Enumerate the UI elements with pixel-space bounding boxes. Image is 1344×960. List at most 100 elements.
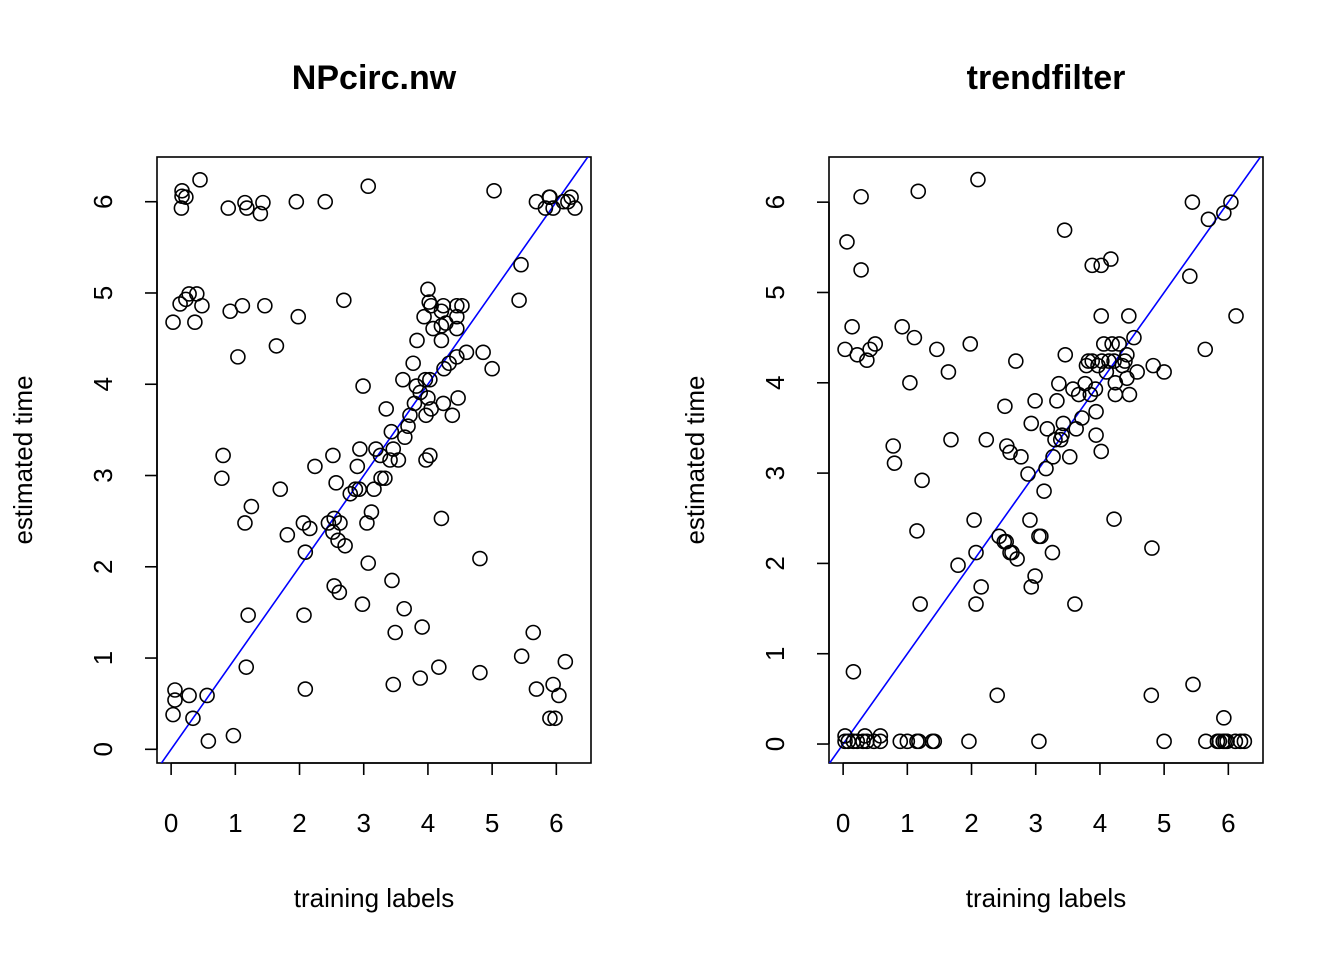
y-axis-label: estimated time bbox=[8, 375, 38, 544]
scatter-point bbox=[422, 447, 438, 464]
scatter-point bbox=[1049, 393, 1065, 409]
scatter-point bbox=[252, 205, 269, 222]
chart-title: NPcirc.nw bbox=[292, 59, 457, 97]
scatter-point bbox=[872, 728, 889, 744]
scatter-point bbox=[899, 733, 916, 750]
scatter-point bbox=[892, 733, 909, 750]
scatter-point bbox=[385, 676, 402, 693]
y-tick-label: 2 bbox=[88, 560, 118, 574]
scatter-point bbox=[563, 189, 579, 205]
scatter-point bbox=[1055, 415, 1072, 432]
scatter-point bbox=[387, 624, 403, 641]
scatter-point bbox=[1039, 421, 1056, 437]
scatter-point bbox=[167, 692, 183, 708]
scatter-point bbox=[475, 344, 491, 361]
scatter-point bbox=[449, 320, 465, 337]
scatter-point bbox=[173, 200, 190, 216]
scatter-point bbox=[950, 557, 966, 574]
scatter-point bbox=[397, 429, 413, 445]
scatter-point bbox=[1095, 336, 1112, 352]
scatter-point bbox=[1200, 211, 1217, 228]
scatter-point bbox=[390, 452, 407, 468]
y-tick-label: 0 bbox=[760, 737, 790, 751]
scatter-point bbox=[973, 579, 989, 595]
scatter-point bbox=[862, 341, 878, 358]
scatter-point bbox=[1101, 353, 1117, 369]
scatter-point bbox=[1156, 733, 1172, 750]
scatter-point bbox=[288, 193, 305, 210]
scatter-point bbox=[238, 659, 255, 675]
scatter-point bbox=[438, 315, 454, 331]
scatter-point bbox=[331, 584, 348, 601]
y-tick-label: 4 bbox=[88, 377, 118, 391]
scatter-point bbox=[1106, 353, 1122, 369]
y-tick-label: 3 bbox=[88, 468, 118, 482]
scatter-point bbox=[187, 314, 203, 330]
scatter-point bbox=[1013, 449, 1029, 465]
scatter-point bbox=[317, 193, 334, 210]
scatter-point bbox=[1223, 194, 1239, 210]
scatter-point bbox=[849, 346, 866, 363]
scatter-point bbox=[1067, 596, 1083, 612]
scatter-point bbox=[225, 727, 242, 744]
scatter-point bbox=[839, 234, 855, 250]
scatter-point bbox=[418, 452, 434, 468]
scatter-point bbox=[486, 182, 502, 199]
scatter-point bbox=[1022, 512, 1038, 528]
scatter-point bbox=[1121, 308, 1137, 324]
scatter-point bbox=[1054, 427, 1070, 443]
scatter-point bbox=[943, 431, 959, 448]
scatter-point bbox=[272, 481, 289, 498]
scatter-point bbox=[279, 527, 296, 543]
scatter-point bbox=[425, 320, 441, 337]
scatter-point bbox=[377, 470, 393, 487]
scatter-point bbox=[214, 470, 230, 487]
x-tick-label: 3 bbox=[1028, 808, 1042, 838]
scatter-point bbox=[1036, 483, 1052, 499]
scatter-point bbox=[257, 297, 273, 314]
scatter-point bbox=[885, 438, 902, 454]
scatter-point bbox=[472, 550, 488, 567]
scatter-point bbox=[409, 332, 425, 349]
scatter-point bbox=[910, 183, 927, 200]
scatter-point bbox=[405, 355, 421, 372]
scatter-point bbox=[181, 286, 197, 302]
scatter-point bbox=[290, 308, 307, 325]
scatter-point bbox=[551, 687, 567, 704]
scatter-point bbox=[528, 681, 545, 697]
scatter-point bbox=[1117, 353, 1133, 369]
scatter-point bbox=[435, 395, 452, 412]
scatter-point bbox=[436, 360, 452, 377]
x-tick-label: 0 bbox=[836, 808, 850, 838]
y-tick-label: 0 bbox=[88, 742, 118, 756]
scatter-point bbox=[360, 178, 377, 195]
scatter-point bbox=[997, 398, 1013, 415]
scatter-point bbox=[325, 447, 341, 464]
scatter-point bbox=[433, 510, 450, 527]
scatter-point bbox=[1056, 222, 1073, 238]
scatter-point bbox=[859, 352, 875, 369]
scatter-point bbox=[513, 648, 530, 665]
scatter-point bbox=[542, 189, 558, 205]
scatter-point bbox=[1044, 544, 1061, 561]
scatter-point bbox=[192, 172, 208, 188]
scatter-point bbox=[255, 194, 271, 211]
scatter-point bbox=[1121, 386, 1138, 403]
scatter-point bbox=[378, 401, 394, 417]
scatter-point bbox=[268, 338, 285, 354]
x-axis-label: training labels bbox=[294, 883, 454, 913]
scatter-point bbox=[845, 663, 862, 680]
scatter-point bbox=[325, 524, 341, 540]
scatter-point bbox=[373, 470, 389, 487]
x-tick-label: 4 bbox=[1093, 808, 1107, 838]
scatter-point bbox=[978, 431, 995, 448]
y-tick-label: 6 bbox=[88, 194, 118, 208]
scatter-point bbox=[1094, 353, 1110, 369]
scatter-point bbox=[1156, 364, 1172, 380]
x-axis-label: training labels bbox=[966, 883, 1126, 913]
scatter-point bbox=[220, 200, 237, 216]
scatter-point bbox=[1119, 370, 1135, 387]
scatter-point bbox=[449, 297, 465, 314]
scatter-point bbox=[234, 297, 251, 314]
